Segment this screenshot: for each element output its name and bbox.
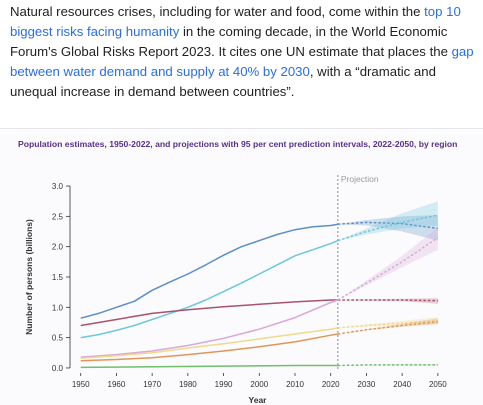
series-4-projection-line <box>337 236 439 301</box>
y-tick-label: 2.5 <box>52 212 64 221</box>
population-chart: 0.0 0.5 1.0 1.5 2.0 2.5 3.0 1950 1960 1970 1980 199… <box>24 174 447 405</box>
series-7 <box>80 364 438 369</box>
series-6-historical-line <box>80 333 339 362</box>
series-5-band <box>337 317 438 328</box>
water-gap-link[interactable]: gap between water demand and supply at 4… <box>10 44 474 79</box>
y-tick-label: 3.0 <box>52 182 64 191</box>
series-7-projection-line <box>337 364 438 367</box>
series-7-historical-line <box>80 364 338 369</box>
x-tick-label: 2000 <box>250 380 268 389</box>
x-tick-label: 2010 <box>286 380 304 389</box>
x-tick-label: 2020 <box>322 380 340 389</box>
x-tick-label: 1990 <box>215 380 233 389</box>
chart-figure: Population estimates, 1950-2022, and pro… <box>0 128 483 405</box>
series-4 <box>80 227 439 358</box>
x-tick-label: 2040 <box>393 380 411 389</box>
series-5-projection-line <box>337 319 438 329</box>
y-tick-label: 1.0 <box>52 303 64 312</box>
article-text-3: , with a “dramatic and unequal increase … <box>10 64 436 99</box>
y-tick-label: 1.5 <box>52 273 64 282</box>
series-3-historical-line <box>80 299 338 327</box>
y-tick-label: 2.0 <box>52 243 64 252</box>
series-3-projection-line <box>337 299 438 302</box>
x-tick-label: 1960 <box>108 380 126 389</box>
series-6-band <box>337 318 438 334</box>
x-tick-label: 1950 <box>72 380 90 389</box>
y-tick-label: 0.0 <box>52 364 64 373</box>
article-text-2: in the coming decade, in the World Econo… <box>10 24 452 59</box>
series-4-historical-line <box>80 299 339 358</box>
series-1-projection-line <box>337 221 439 230</box>
x-tick-label: 2030 <box>358 380 376 389</box>
series-3-band <box>337 298 438 304</box>
article-paragraph: Natural resources crises, including for … <box>10 2 475 102</box>
y-tick-label: 0.5 <box>52 334 64 343</box>
risks-link[interactable]: top 10 biggest risks facing humanity <box>10 4 461 39</box>
x-axis-label: Year <box>249 395 268 405</box>
series-1-historical-line <box>80 223 339 319</box>
series-5-historical-line <box>80 327 339 360</box>
y-axis-label: Number of persons (billions) <box>24 219 34 335</box>
article-text-1: Natural resources crises, including for … <box>10 4 425 19</box>
chart-title: Population estimates, 1950-2022, and pro… <box>18 139 458 149</box>
series-2-historical-line <box>80 239 339 339</box>
series-5 <box>80 317 438 360</box>
series-1 <box>80 215 439 319</box>
series-1-band <box>337 215 438 241</box>
series-2-band <box>337 201 438 241</box>
x-tick-label: 1980 <box>179 380 197 389</box>
projection-label: Projection <box>341 174 379 184</box>
series-2-projection-line <box>337 214 439 242</box>
x-tick-label: 1970 <box>143 380 161 389</box>
series-4-band <box>337 227 438 300</box>
series-3 <box>80 298 438 327</box>
series-6 <box>80 318 438 362</box>
series-6-projection-line <box>337 321 438 335</box>
series-2 <box>80 201 439 339</box>
x-tick-label: 2050 <box>429 380 447 389</box>
